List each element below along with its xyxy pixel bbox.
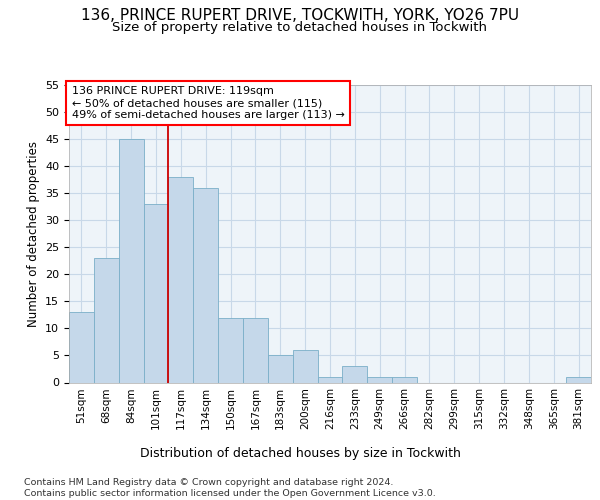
Text: 136, PRINCE RUPERT DRIVE, TOCKWITH, YORK, YO26 7PU: 136, PRINCE RUPERT DRIVE, TOCKWITH, YORK… [81,8,519,22]
Bar [169,177,193,382]
Bar [119,139,143,382]
Bar [317,377,343,382]
Bar [218,318,243,382]
Bar [243,318,268,382]
Text: Size of property relative to detached houses in Tockwith: Size of property relative to detached ho… [113,21,487,34]
Y-axis label: Number of detached properties: Number of detached properties [26,141,40,327]
Bar [293,350,317,382]
Text: Contains HM Land Registry data © Crown copyright and database right 2024.
Contai: Contains HM Land Registry data © Crown c… [24,478,436,498]
Bar [268,356,293,382]
Bar [94,258,119,382]
Text: Distribution of detached houses by size in Tockwith: Distribution of detached houses by size … [140,448,460,460]
Bar [343,366,367,382]
Bar [367,377,392,382]
Bar [193,188,218,382]
Bar [69,312,94,382]
Bar [143,204,169,382]
Bar [392,377,417,382]
Bar [566,377,591,382]
Text: 136 PRINCE RUPERT DRIVE: 119sqm
← 50% of detached houses are smaller (115)
49% o: 136 PRINCE RUPERT DRIVE: 119sqm ← 50% of… [71,86,344,120]
